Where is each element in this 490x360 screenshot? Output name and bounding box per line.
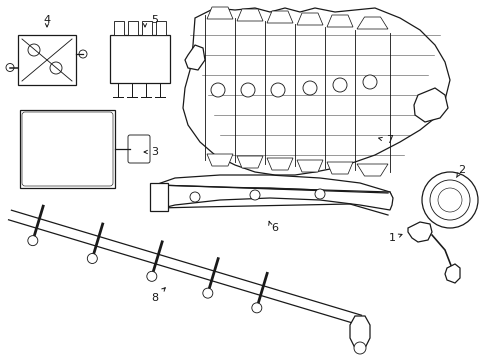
Polygon shape <box>327 15 353 27</box>
Circle shape <box>271 83 285 97</box>
Text: 5: 5 <box>151 15 158 25</box>
Bar <box>128 21 138 35</box>
Circle shape <box>50 62 62 74</box>
FancyBboxPatch shape <box>128 135 150 163</box>
Polygon shape <box>207 154 233 166</box>
Text: 7: 7 <box>387 135 393 145</box>
Polygon shape <box>408 222 432 242</box>
Circle shape <box>6 63 14 72</box>
Bar <box>150 183 168 211</box>
Circle shape <box>147 271 157 282</box>
Polygon shape <box>207 7 233 19</box>
Polygon shape <box>185 45 205 70</box>
Polygon shape <box>153 185 393 210</box>
Circle shape <box>250 190 260 200</box>
Bar <box>156 21 166 35</box>
Polygon shape <box>414 88 448 122</box>
Circle shape <box>190 192 200 202</box>
Polygon shape <box>267 11 293 23</box>
Bar <box>110 35 170 83</box>
Bar <box>114 21 124 35</box>
Circle shape <box>303 81 317 95</box>
Text: 3: 3 <box>151 147 158 157</box>
Circle shape <box>422 172 478 228</box>
Polygon shape <box>445 264 460 283</box>
Circle shape <box>241 83 255 97</box>
Polygon shape <box>297 160 323 172</box>
Circle shape <box>363 75 377 89</box>
Circle shape <box>333 78 347 92</box>
Circle shape <box>438 188 462 212</box>
Polygon shape <box>153 175 392 202</box>
Polygon shape <box>267 158 293 170</box>
Polygon shape <box>357 164 388 176</box>
Text: 4: 4 <box>44 15 50 25</box>
Circle shape <box>87 253 98 264</box>
Polygon shape <box>357 17 388 29</box>
Polygon shape <box>237 9 263 21</box>
Circle shape <box>354 342 366 354</box>
Circle shape <box>430 180 470 220</box>
Bar <box>18 35 76 85</box>
Text: 8: 8 <box>151 293 159 303</box>
Text: 2: 2 <box>459 165 466 175</box>
Circle shape <box>28 236 38 246</box>
Polygon shape <box>350 316 370 348</box>
Bar <box>20 110 115 188</box>
Polygon shape <box>183 8 450 175</box>
Text: 6: 6 <box>271 223 278 233</box>
Polygon shape <box>297 13 323 25</box>
Circle shape <box>203 288 213 298</box>
Circle shape <box>315 189 325 199</box>
Circle shape <box>28 44 40 56</box>
Bar <box>142 21 152 35</box>
Polygon shape <box>237 156 263 168</box>
Circle shape <box>79 50 87 58</box>
Text: 1: 1 <box>389 233 395 243</box>
Circle shape <box>252 303 262 313</box>
Polygon shape <box>327 162 353 174</box>
Circle shape <box>211 83 225 97</box>
FancyBboxPatch shape <box>22 112 113 186</box>
